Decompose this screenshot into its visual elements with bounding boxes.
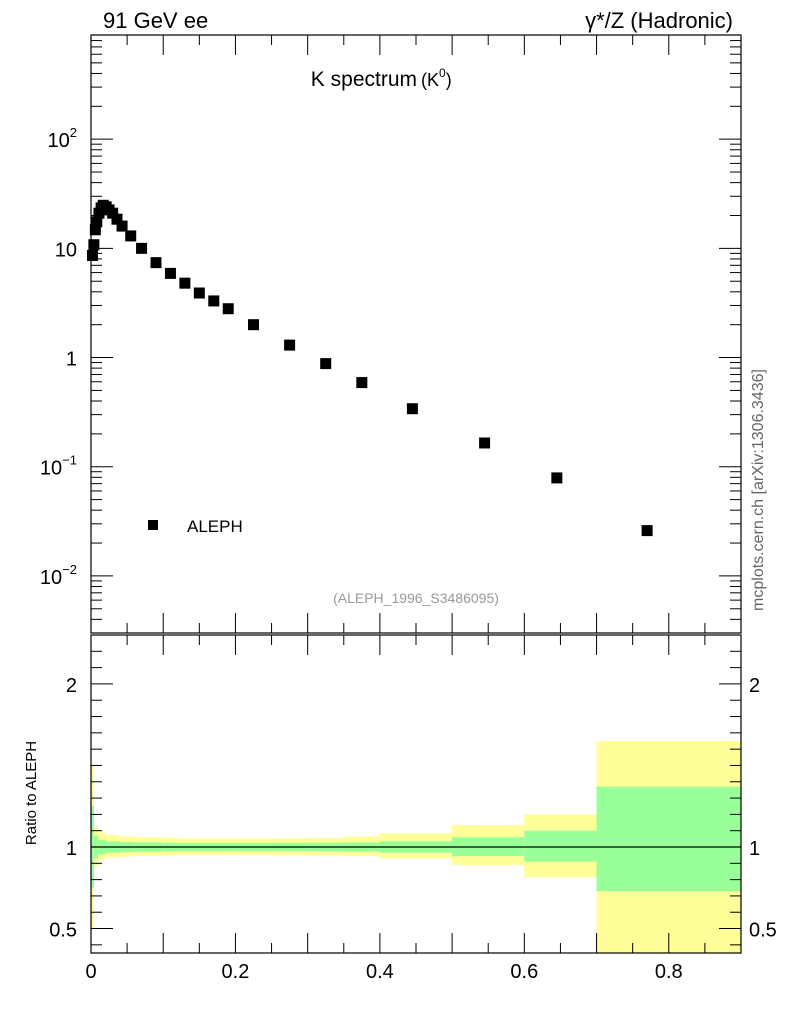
side-source-label: mcplots.cern.ch [arXiv:1306.3436]: [750, 369, 767, 611]
ratio-y-tick-label-left: 0.5: [49, 920, 77, 942]
data-point: [136, 242, 148, 254]
main-plot-title-subscript: (K0): [421, 66, 452, 90]
data-point: [551, 472, 563, 484]
data-point: [91, 216, 103, 228]
main-y-tick-label: 10−2: [40, 562, 77, 589]
main-y-tick-label: 10−1: [40, 453, 77, 480]
ratio-y-tick-label-right: 1: [749, 838, 760, 860]
data-point: [164, 267, 176, 279]
data-point: [88, 239, 100, 251]
ratio-y-tick-label-right: 2: [749, 675, 760, 697]
data-point: [222, 303, 234, 315]
ratio-y-tick-label-right: 0.5: [749, 920, 777, 942]
ratio-y-tick-label-left: 2: [66, 675, 77, 697]
main-y-tick-label: 1: [66, 349, 77, 371]
main-x-ticks: [90, 35, 742, 633]
data-point: [320, 358, 332, 370]
main-plot-frame: [90, 34, 742, 634]
data-point: [479, 437, 491, 449]
data-point: [125, 230, 137, 242]
x-tick-label: 0.2: [222, 961, 250, 983]
main-plot-panel: 10−2 10−1 1 10 102 K spectrum (K0) ALEPH (AL…: [40, 34, 742, 634]
x-tick-label: 0.6: [510, 961, 538, 983]
inner-uncertainty-band: [524, 830, 597, 862]
x-tick-label: 0: [85, 961, 96, 983]
data-point: [116, 220, 128, 232]
ratio-y-ticks: [91, 634, 741, 946]
data-point: [179, 277, 191, 289]
main-plot-title: K spectrum: [311, 68, 417, 91]
header-right-label: γ*/Z (Hadronic): [585, 8, 733, 33]
data-point: [641, 525, 653, 537]
data-point: [248, 319, 259, 331]
ratio-y-tick-labels: 0.5 0.5 1 1 2 2: [49, 675, 777, 942]
data-point: [208, 295, 220, 307]
data-point: [356, 377, 368, 389]
data-point: [111, 213, 123, 225]
legend-marker: [148, 520, 158, 530]
x-tick-label: 0.4: [366, 961, 394, 983]
x-tick-labels: 0 0.2 0.4 0.6 0.8: [85, 961, 682, 983]
data-point: [107, 207, 119, 219]
aleph-data-points: [86, 199, 653, 537]
ratio-plot-panel: 0.5 0.5 1 1 2 2 0 0.2 0.4 0.6 0.8 Ratio to ALEPH: [23, 634, 777, 983]
legend-label: ALEPH: [187, 517, 243, 536]
ratio-y-axis-label: Ratio to ALEPH: [23, 741, 40, 845]
data-point: [86, 250, 98, 262]
main-y-tick-label: 102: [48, 125, 77, 152]
main-y-ticks: [91, 34, 741, 634]
data-point: [89, 224, 101, 236]
data-point: [284, 339, 296, 351]
ratio-x-ticks: [90, 635, 742, 953]
analysis-watermark: (ALEPH_1996_S3486095): [333, 590, 499, 606]
header-left-label: 91 GeV ee: [103, 8, 208, 33]
x-tick-label: 0.8: [655, 961, 683, 983]
data-point: [193, 287, 205, 299]
data-point: [150, 257, 162, 269]
data-point: [406, 403, 418, 415]
main-y-tick-labels: 10−2 10−1 1 10 102: [40, 125, 77, 589]
inner-uncertainty-band: [596, 786, 741, 892]
main-y-tick-label: 10: [55, 239, 77, 261]
ratio-y-tick-label-left: 1: [66, 838, 77, 860]
